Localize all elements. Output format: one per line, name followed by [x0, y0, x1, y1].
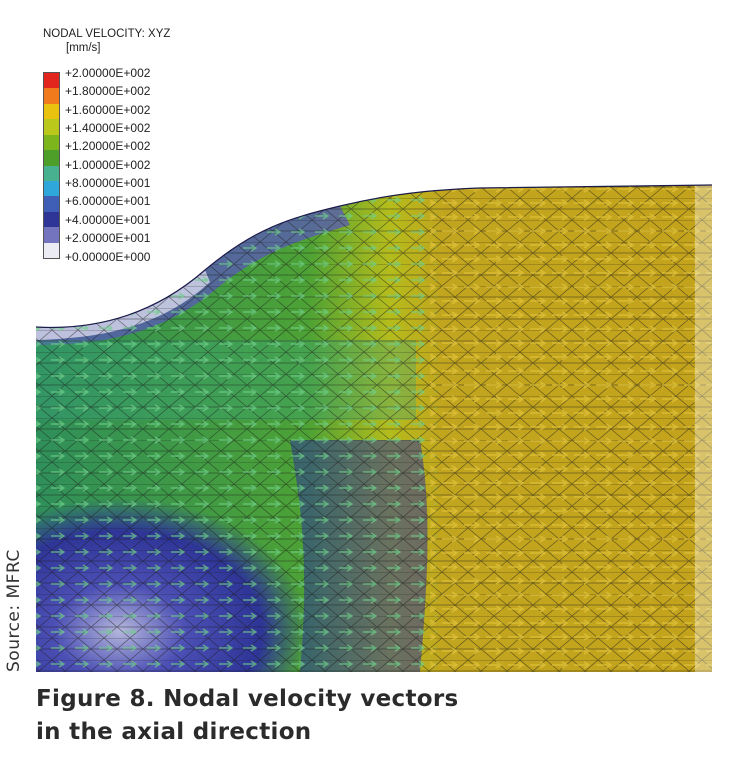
legend-label: +1.20000E+002	[65, 139, 151, 154]
legend-label: +4.00000E+001	[65, 212, 151, 227]
legend-unit: [mm/s]	[66, 42, 101, 54]
caption-line-2: in the axial direction	[36, 719, 312, 745]
legend-label: +2.00000E+002	[65, 66, 151, 80]
source-note: Source: MFRC	[4, 549, 24, 672]
legend-swatch	[44, 180, 59, 197]
legend-title: NODAL VELOCITY: XYZ	[43, 28, 171, 40]
legend-swatch	[44, 134, 59, 151]
legend-swatch	[44, 150, 59, 166]
legend-swatch	[44, 165, 59, 181]
legend-swatch	[44, 88, 59, 104]
legend-swatch	[44, 196, 59, 212]
legend-swatch	[44, 242, 59, 259]
legend-label: +8.00000E+001	[65, 176, 151, 191]
legend-label: +1.80000E+002	[65, 84, 151, 99]
figure-caption: Figure 8. Nodal velocity vectors in the …	[36, 683, 636, 749]
legend-label: +2.00000E+001	[65, 231, 151, 246]
legend-swatch	[44, 211, 59, 228]
legend-swatch	[44, 119, 59, 135]
legend-swatch	[44, 227, 59, 243]
legend-label: +1.40000E+002	[65, 121, 151, 136]
legend-label: +1.00000E+002	[65, 157, 151, 172]
legend-swatch	[44, 103, 59, 120]
legend-swatch	[44, 73, 59, 89]
legend-label: +0.00000E+000	[65, 249, 151, 264]
legend-label: +1.60000E+002	[65, 102, 151, 117]
legend-label: +6.00000E+001	[65, 194, 151, 209]
caption-line-1: Figure 8. Nodal velocity vectors	[36, 686, 459, 712]
legend-color-bar	[43, 72, 60, 259]
color-legend: NODAL VELOCITY: XYZ [mm/s] +2.00000E+002…	[0, 0, 260, 270]
